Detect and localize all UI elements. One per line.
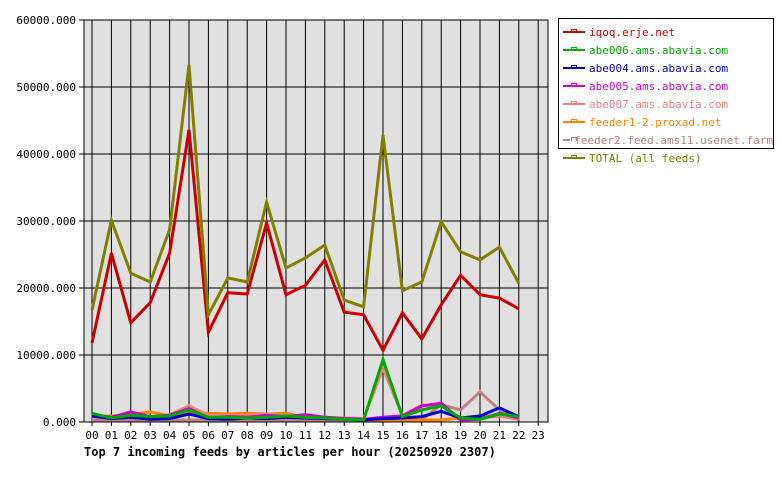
legend-item: abe006.ams.abavia.com (559, 41, 773, 59)
legend-line-marker-icon (563, 153, 585, 163)
x-tick-label: 05 (182, 429, 195, 442)
x-tick-label: 13 (338, 429, 351, 442)
y-tick-label: 20000.000 (16, 282, 76, 295)
x-tick-label: 00 (85, 429, 98, 442)
legend-line-marker-icon (563, 117, 585, 127)
x-tick-label: 15 (376, 429, 389, 442)
grid-lines (84, 19, 548, 423)
x-tick-label: 21 (493, 429, 506, 442)
series-lines (90, 64, 521, 422)
series-line (90, 64, 521, 321)
x-tick-label: 11 (299, 429, 312, 442)
x-tick-label: 16 (396, 429, 409, 442)
x-tick-label: 04 (163, 429, 177, 442)
x-tick-label: 09 (260, 429, 273, 442)
legend-item: abe007.ams.abavia.com (559, 95, 773, 113)
x-tick-label: 19 (454, 429, 467, 442)
legend-item: iqoq.erje.net (559, 23, 773, 41)
x-tick-label: 17 (415, 429, 428, 442)
y-axis: 0.000 10000.000 20000.000 30000.000 40000.00… (16, 14, 84, 429)
legend-line-marker-icon (563, 135, 577, 145)
x-tick-label: 02 (124, 429, 137, 442)
x-axis: 00 01 02 03 04 05 06 07 08 09 10 11 12 13 14 15 16 17 18 19… (85, 422, 545, 442)
legend-label: TOTAL (all feeds) (589, 151, 702, 165)
y-tick-label: 50000.000 (16, 81, 76, 94)
legend-label: abe007.ams.abavia.com (589, 97, 729, 111)
legend-line-marker-icon (563, 81, 585, 91)
x-tick-label: 12 (318, 429, 331, 442)
series-line (91, 354, 519, 422)
x-tick-label: 01 (105, 429, 118, 442)
x-tick-label: 22 (512, 429, 525, 442)
legend-label: abe006.ams.abavia.com (589, 43, 729, 57)
legend-line-marker-icon (563, 27, 585, 37)
legend-line-marker-icon (563, 45, 585, 55)
x-tick-label: 18 (435, 429, 448, 442)
legend-item: feeder1-2.proxad.net (559, 113, 773, 131)
x-tick-label: 03 (144, 429, 157, 442)
y-tick-label: 30000.000 (16, 215, 76, 228)
x-tick-label: 10 (279, 429, 292, 442)
legend-item: TOTAL (all feeds) (559, 149, 773, 167)
legend-label: abe005.ams.abavia.com (589, 79, 729, 93)
x-tick-label: 06 (202, 429, 215, 442)
legend: iqoq.erje.net abe006.ams.abavia.com abe004… (558, 18, 774, 165)
legend-line-marker-icon (563, 63, 585, 73)
legend-label: feeder1-2.proxad.net (589, 115, 722, 129)
x-tick-label: 20 (473, 429, 486, 442)
y-tick-label: 10000.000 (16, 349, 76, 362)
y-tick-label: 60000.000 (16, 14, 76, 27)
legend-line-marker-icon (563, 99, 585, 109)
x-tick-label: 07 (221, 429, 234, 442)
y-tick-label: 40000.000 (16, 148, 76, 161)
x-tick-label: 14 (357, 429, 371, 442)
legend-item: feeder2.feed.ams11.usenet.farm (559, 131, 773, 149)
x-tick-label: 08 (241, 429, 254, 442)
legend-label: iqoq.erje.net (589, 25, 676, 39)
legend-item: abe004.ams.abavia.com (559, 59, 773, 77)
y-tick-label: 0.000 (43, 416, 76, 429)
legend-label: feeder2.feed.ams11.usenet.farm (574, 133, 773, 147)
x-tick-label: 23 (532, 429, 545, 442)
chart-title: Top 7 incoming feeds by articles per hou… (84, 445, 496, 459)
legend-item: abe005.ams.abavia.com (559, 77, 773, 95)
legend-label: abe004.ams.abavia.com (589, 61, 729, 75)
series-line (90, 129, 520, 354)
